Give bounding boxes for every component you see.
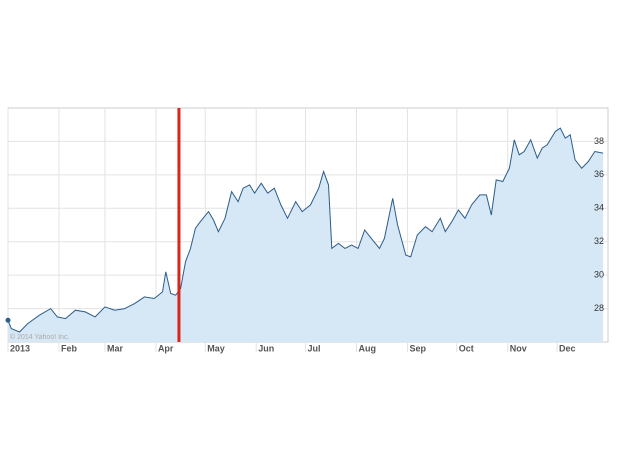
labels: 28 30 32 34 36 38 2013 Feb Mar Apr May Jun Jul Aug Sep… [10, 136, 604, 354]
x-tick-label: Apr [158, 343, 174, 353]
y-tick-label: 36 [594, 169, 604, 179]
x-tick-label: Mar [107, 343, 124, 353]
x-tick-label: 2013 [10, 343, 30, 353]
x-tick-label: May [207, 343, 225, 353]
y-tick-label: 38 [594, 136, 604, 146]
plot [5, 108, 604, 342]
start-dot [5, 317, 11, 323]
x-tick-label: Aug [358, 343, 376, 353]
x-tick-label: Oct [459, 343, 474, 353]
x-tick-label: Sep [409, 343, 426, 353]
watermark: © 2014 Yahoo! Inc. [10, 333, 69, 341]
x-tick-label: Dec [559, 343, 576, 353]
x-tick-label: Feb [61, 343, 78, 353]
x-tick-label: Jun [258, 343, 274, 353]
y-tick-label: 30 [594, 270, 604, 280]
y-tick-label: 32 [594, 236, 604, 246]
x-tick-label: Jul [308, 343, 321, 353]
price-line [7, 127, 604, 333]
area-fill [8, 128, 604, 342]
y-tick-label: 34 [594, 203, 604, 213]
y-tick-label: 28 [594, 303, 604, 313]
x-tick-label: Nov [510, 343, 527, 353]
